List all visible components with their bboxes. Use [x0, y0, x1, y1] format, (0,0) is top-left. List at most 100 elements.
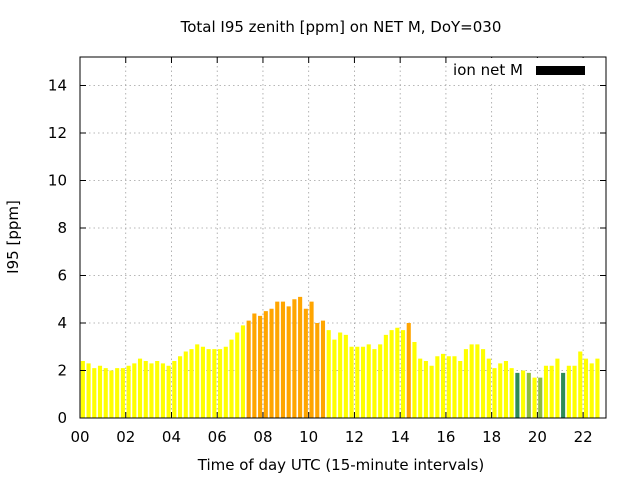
bar	[189, 349, 194, 418]
bar	[395, 327, 400, 418]
bar	[515, 372, 520, 418]
bar	[446, 356, 451, 418]
bar	[418, 358, 423, 418]
bar	[292, 299, 297, 418]
bar	[383, 334, 388, 418]
bar	[137, 358, 143, 418]
bar	[275, 301, 280, 418]
bar	[498, 363, 503, 418]
bar	[240, 325, 246, 418]
bar	[589, 363, 594, 418]
bar	[400, 330, 406, 418]
x-tick-label: 22	[574, 428, 593, 446]
bar	[406, 323, 411, 418]
bar	[218, 349, 223, 418]
bar	[372, 349, 377, 418]
bar	[555, 358, 560, 418]
bar	[172, 361, 177, 418]
bar	[246, 320, 251, 418]
bar	[252, 313, 257, 418]
y-tick-label: 0	[57, 409, 67, 427]
bar	[509, 368, 514, 418]
bar	[166, 365, 171, 418]
bar	[338, 332, 343, 418]
bar	[212, 349, 217, 418]
bar	[303, 308, 308, 418]
bar	[223, 346, 228, 418]
bar	[475, 344, 480, 418]
grid-lines	[80, 57, 606, 418]
bar	[177, 356, 183, 418]
bar	[583, 358, 589, 418]
x-tick-label: 02	[116, 428, 135, 446]
bar	[355, 346, 360, 418]
bar	[115, 368, 120, 418]
x-tick-label: 20	[528, 428, 547, 446]
bar	[263, 311, 268, 418]
bar	[572, 365, 577, 418]
bar	[332, 339, 337, 418]
x-tick-label: 04	[162, 428, 181, 446]
y-tick-label: 8	[57, 219, 67, 237]
x-tick-label: 16	[436, 428, 455, 446]
bar	[109, 370, 114, 418]
x-axis-label: Time of day UTC (15-minute intervals)	[197, 456, 484, 474]
bar	[206, 349, 211, 418]
bar	[80, 361, 85, 418]
x-tick-label: 18	[482, 428, 501, 446]
bar	[183, 351, 188, 418]
bar	[463, 349, 468, 418]
bar	[378, 344, 383, 418]
bar	[103, 368, 108, 418]
y-tick-label: 4	[57, 314, 67, 332]
y-tick-label: 14	[48, 77, 67, 95]
x-tick-label: 10	[299, 428, 318, 446]
bar	[532, 377, 537, 418]
bar	[320, 320, 326, 418]
x-tick-label: 00	[70, 428, 89, 446]
bar	[595, 358, 600, 418]
bar	[469, 344, 474, 418]
axis-ticks	[79, 57, 606, 419]
bar	[526, 372, 531, 418]
x-tick-label: 14	[391, 428, 410, 446]
x-tick-label: 08	[253, 428, 272, 446]
bar	[503, 361, 509, 418]
bars-group	[80, 296, 600, 418]
legend-swatch	[536, 66, 585, 75]
bar	[120, 368, 125, 418]
y-tick-label: 6	[57, 267, 67, 285]
bar	[132, 363, 137, 418]
bar	[269, 308, 274, 418]
bar	[326, 330, 331, 418]
bar	[200, 346, 205, 418]
bar	[389, 330, 394, 418]
y-tick-labels: 0 2 4 6 8 10 12 14	[48, 77, 67, 428]
bar	[561, 372, 566, 418]
bar	[566, 365, 571, 418]
bar	[86, 363, 91, 418]
legend: ion net M	[448, 58, 602, 82]
bar	[429, 365, 434, 418]
bar	[97, 365, 103, 418]
bar	[366, 344, 371, 418]
x-tick-label: 12	[345, 428, 364, 446]
chart-title: Total I95 zenith [ppm] on NET M, DoY=030	[180, 18, 502, 36]
bar	[229, 339, 234, 418]
bar	[481, 349, 486, 418]
bar	[412, 342, 417, 418]
bar	[440, 353, 446, 418]
bar	[543, 365, 549, 418]
bar	[195, 344, 200, 418]
bar	[280, 301, 286, 418]
bar	[309, 301, 314, 418]
y-tick-label: 2	[57, 362, 67, 380]
bar	[549, 365, 554, 418]
x-tick-labels: 00 02 04 06 08 10 12 14 16 18 20 22	[70, 428, 592, 446]
bar	[360, 346, 366, 418]
bar	[298, 296, 303, 418]
bar	[343, 334, 348, 418]
bar	[258, 315, 263, 418]
bar	[578, 351, 583, 418]
